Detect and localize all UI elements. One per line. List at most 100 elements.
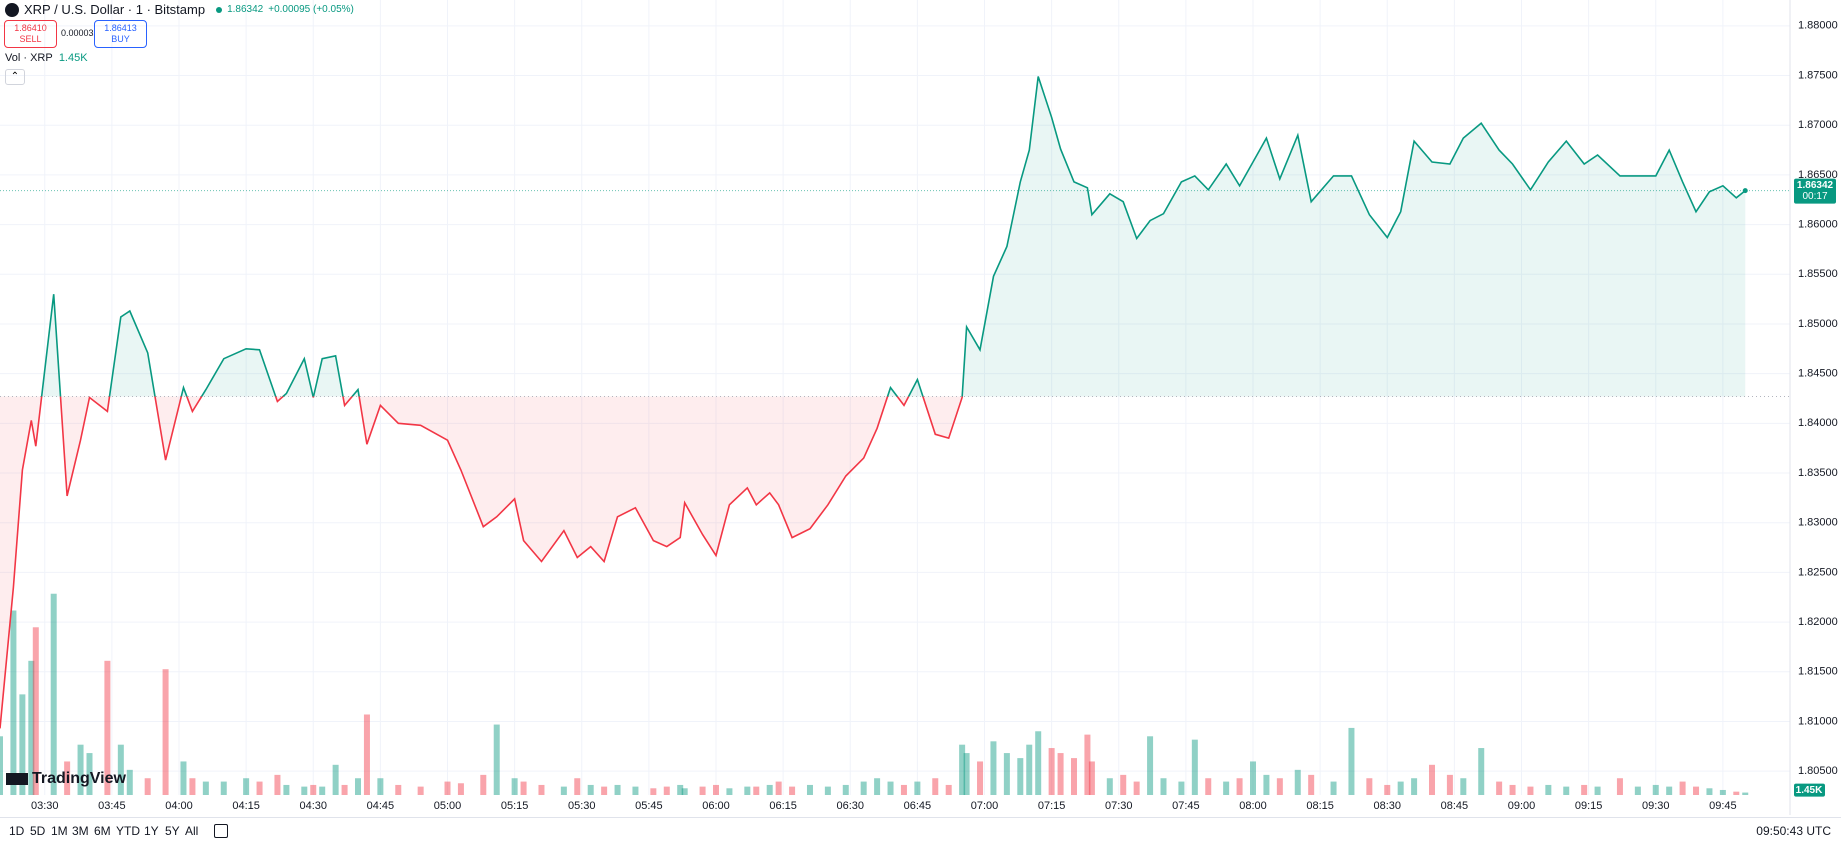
- volume-bar: [1679, 781, 1686, 795]
- volume-bar: [842, 784, 849, 795]
- x-tick-label: 03:30: [31, 800, 59, 812]
- volume-bar: [601, 786, 608, 795]
- volume-bar: [1106, 778, 1113, 795]
- volume-bar: [50, 593, 57, 795]
- volume-bar: [650, 788, 657, 795]
- range-button[interactable]: 1M: [51, 824, 68, 838]
- x-tick-label: 07:15: [1038, 800, 1066, 812]
- volume-bar: [417, 786, 424, 795]
- range-button[interactable]: 6M: [94, 824, 111, 838]
- collapse-button[interactable]: ⌃: [5, 69, 25, 85]
- volume-bar: [444, 781, 451, 795]
- volume-bar: [1733, 791, 1740, 795]
- volume-bar: [900, 784, 907, 795]
- volume-bar: [202, 781, 209, 795]
- range-button[interactable]: 5D: [30, 824, 46, 838]
- volume-bar: [538, 784, 545, 795]
- volume-bar: [1263, 774, 1270, 795]
- volume-bar: [775, 781, 782, 795]
- volume-bar: [1446, 774, 1453, 795]
- volume-bar: [493, 724, 500, 795]
- volume-bar: [1017, 758, 1024, 795]
- status-dot: [216, 6, 223, 13]
- volume-bar: [28, 660, 35, 795]
- volume-bar: [1742, 792, 1749, 795]
- volume-bar: [1652, 784, 1659, 795]
- volume-bar: [511, 778, 518, 795]
- range-button[interactable]: All: [185, 824, 199, 838]
- volume-bar: [887, 781, 894, 795]
- range-button[interactable]: 5Y: [165, 824, 180, 838]
- x-tick-label: 06:00: [702, 800, 730, 812]
- volume-bar: [480, 774, 487, 795]
- volume-bar: [1236, 778, 1243, 795]
- volume-bar: [726, 788, 733, 795]
- symbol-title[interactable]: XRP / U.S. Dollar · 1 · Bitstamp: [24, 2, 206, 17]
- volume-bar: [220, 781, 227, 795]
- range-button[interactable]: 1D: [9, 824, 25, 838]
- x-tick-label: 08:30: [1373, 800, 1401, 812]
- volume-bar: [1719, 789, 1726, 795]
- y-tick-label: 1.85000: [1798, 318, 1838, 330]
- volume-bar: [1205, 778, 1212, 795]
- range-button[interactable]: 1Y: [144, 824, 159, 838]
- volume-bar: [1330, 781, 1337, 795]
- volume-bar: [977, 761, 984, 795]
- volume-bar: [457, 783, 464, 795]
- volume-bar: [1276, 778, 1283, 795]
- date-range-button[interactable]: [214, 824, 228, 838]
- y-tick-label: 1.83000: [1798, 517, 1838, 529]
- volume-bar: [162, 669, 169, 795]
- y-tick-label: 1.88000: [1798, 20, 1838, 32]
- volume-bar: [377, 778, 384, 795]
- volume-bar: [301, 786, 308, 795]
- volume-bar: [677, 784, 684, 795]
- x-tick-label: 03:45: [98, 800, 126, 812]
- x-tick-label: 07:45: [1172, 800, 1200, 812]
- volume-bar: [1120, 774, 1127, 795]
- volume-bar: [713, 784, 719, 795]
- volume-bar: [1384, 784, 1391, 795]
- buy-button[interactable]: 1.86413 BUY: [94, 20, 147, 48]
- volume-bar: [1581, 784, 1588, 795]
- volume-bar: [1035, 731, 1042, 795]
- x-tick-label: 04:30: [299, 800, 327, 812]
- volume-bar: [86, 753, 93, 795]
- volume-bar: [64, 761, 71, 795]
- x-tick-label: 09:00: [1508, 800, 1536, 812]
- volume-bar: [1429, 764, 1435, 795]
- buy-label: BUY: [111, 34, 130, 44]
- volume-bar: [914, 781, 921, 795]
- volume-bar: [1071, 758, 1077, 795]
- x-tick-label: 08:15: [1306, 800, 1334, 812]
- volume-bar: [1084, 734, 1091, 795]
- x-tick-label: 07:00: [971, 800, 999, 812]
- volume-bar: [990, 741, 997, 795]
- x-tick-label: 04:45: [367, 800, 395, 812]
- volume-bar: [319, 786, 326, 795]
- volume-bar: [1634, 786, 1641, 795]
- volume-bar: [1545, 784, 1552, 795]
- volume-bar: [766, 784, 773, 795]
- volume-bar: [1397, 781, 1404, 795]
- y-tick-label: 1.86000: [1798, 218, 1838, 230]
- volume-bar: [959, 744, 966, 795]
- range-button[interactable]: YTD: [116, 824, 140, 838]
- volume-bar: [341, 784, 348, 795]
- logo-text: TradingView: [32, 770, 126, 787]
- volume-bar: [1411, 778, 1418, 795]
- sell-button[interactable]: 1.86410 SELL: [4, 20, 57, 48]
- range-button[interactable]: 3M: [72, 824, 89, 838]
- volume-bar: [77, 744, 84, 795]
- volume-bar: [1693, 786, 1700, 795]
- volume-bar: [19, 694, 26, 795]
- x-tick-label: 05:30: [568, 800, 596, 812]
- x-tick-label: 08:45: [1441, 800, 1469, 812]
- volume-bar: [1191, 739, 1198, 795]
- volume-bar: [574, 778, 581, 795]
- y-tick-label: 1.83500: [1798, 467, 1838, 479]
- toolbar-separator: [0, 817, 1841, 818]
- y-tick-label: 1.84500: [1798, 368, 1838, 380]
- volume-badge-text: 1.45K: [1796, 785, 1823, 796]
- volume-bar: [274, 774, 281, 795]
